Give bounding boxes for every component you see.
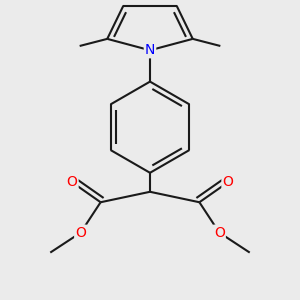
Text: O: O: [222, 175, 233, 189]
Text: O: O: [214, 226, 225, 240]
Text: O: O: [75, 226, 86, 240]
Text: N: N: [145, 43, 155, 57]
Text: O: O: [67, 175, 78, 189]
